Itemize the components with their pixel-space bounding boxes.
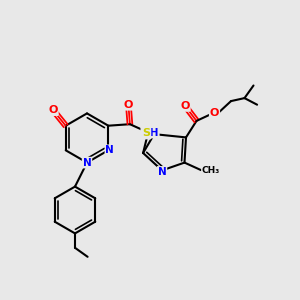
Text: S: S — [142, 128, 150, 139]
Text: N: N — [105, 145, 114, 155]
Text: N: N — [158, 167, 166, 177]
Text: O: O — [48, 105, 58, 115]
Text: O: O — [210, 107, 219, 118]
Text: O: O — [180, 101, 190, 111]
Text: O: O — [124, 100, 133, 110]
Text: NH: NH — [141, 128, 159, 138]
Text: N: N — [82, 158, 91, 168]
Text: CH₃: CH₃ — [202, 166, 220, 175]
